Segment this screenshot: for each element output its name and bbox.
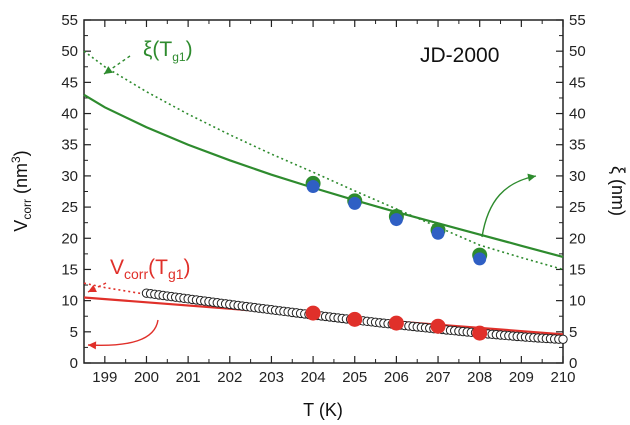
- x-tick-label: 199: [92, 369, 117, 386]
- vcorr-point-red: [388, 315, 404, 331]
- x-axis-title: T (K): [303, 400, 343, 420]
- y-tick-label-right: 45: [569, 74, 586, 91]
- y-tick-label-right: 0: [569, 355, 577, 372]
- annotation-arrows: [87, 55, 537, 350]
- x-tick-label: 204: [301, 369, 326, 386]
- vcorr-annotation: Vcorr(Tg1): [110, 256, 191, 282]
- x-tick-label: 202: [217, 369, 242, 386]
- y-tick-label-right: 20: [569, 230, 586, 247]
- y-tick-label-left: 45: [61, 74, 78, 91]
- vcorr-point-red: [472, 325, 488, 341]
- xi-point-blue: [389, 213, 403, 227]
- x-tick-label: 209: [509, 369, 534, 386]
- y-tick-label-left: 55: [61, 12, 78, 29]
- xi-curved-arrow-head: [527, 173, 536, 182]
- xi-fit-solid-line: [83, 93, 564, 259]
- axis-ticks: 199 200 201 202 203 204 205 206 207 208 209 2100510…: [61, 12, 585, 386]
- x-tick-label: 208: [467, 369, 492, 386]
- vcorr-point-red: [305, 305, 321, 321]
- y-tick-label-right: 55: [569, 12, 586, 29]
- vcorr-dotted-arrow-head: [88, 284, 97, 292]
- y-tick-label-left: 30: [61, 168, 78, 185]
- y-tick-label-right: 40: [569, 106, 586, 123]
- x-tick-label: 200: [134, 369, 159, 386]
- x-tick-label: 203: [259, 369, 284, 386]
- vcorr-point-red: [430, 318, 446, 334]
- open-circle-point: [558, 334, 568, 345]
- data-points: [141, 175, 568, 345]
- xi-fit-dotted-line: [83, 50, 564, 271]
- y-tick-label-left: 40: [61, 106, 78, 123]
- vcorr-point-red: [347, 311, 363, 327]
- x-tick-label: 206: [384, 369, 409, 386]
- xi-curved-arrow: [481, 175, 537, 238]
- y-tick-label-left: 50: [61, 43, 78, 60]
- sample-title: JD-2000: [420, 44, 499, 67]
- y-tick-label-left: 10: [61, 293, 78, 310]
- xi-point-blue: [473, 252, 487, 266]
- y-axis-title-left: Vcorr (nm3): [9, 150, 34, 231]
- xi-point-blue: [431, 226, 445, 240]
- y-tick-label-right: 15: [569, 261, 586, 278]
- xi-annotation: ξ(Tg1): [143, 38, 193, 64]
- x-tick-label: 207: [426, 369, 451, 386]
- x-tick-label: 205: [342, 369, 367, 386]
- y-tick-label-right: 35: [569, 137, 586, 154]
- y-tick-label-right: 10: [569, 293, 586, 310]
- xi-dotted-arrow-head: [104, 66, 113, 74]
- xi-point-blue: [306, 180, 320, 194]
- y-tick-label-right: 30: [569, 168, 586, 185]
- y-tick-label-right: 5: [569, 324, 577, 341]
- vcorr-curved-arrow-head: [88, 341, 97, 350]
- y-axis-title-right: ξ (nm): [608, 166, 628, 216]
- y-tick-label-left: 35: [61, 137, 78, 154]
- xi-point-blue: [348, 196, 362, 210]
- y-tick-label-left: 20: [61, 230, 78, 247]
- y-tick-label-right: 25: [569, 199, 586, 216]
- y-tick-label-left: 0: [70, 355, 78, 372]
- y-tick-label-left: 15: [61, 261, 78, 278]
- x-tick-label: 201: [176, 369, 201, 386]
- y-tick-label-left: 25: [61, 199, 78, 216]
- x-tick-label: 210: [550, 369, 575, 386]
- vcorr-curved-arrow: [87, 319, 159, 347]
- y-tick-label-right: 50: [569, 43, 586, 60]
- y-tick-label-left: 5: [70, 324, 78, 341]
